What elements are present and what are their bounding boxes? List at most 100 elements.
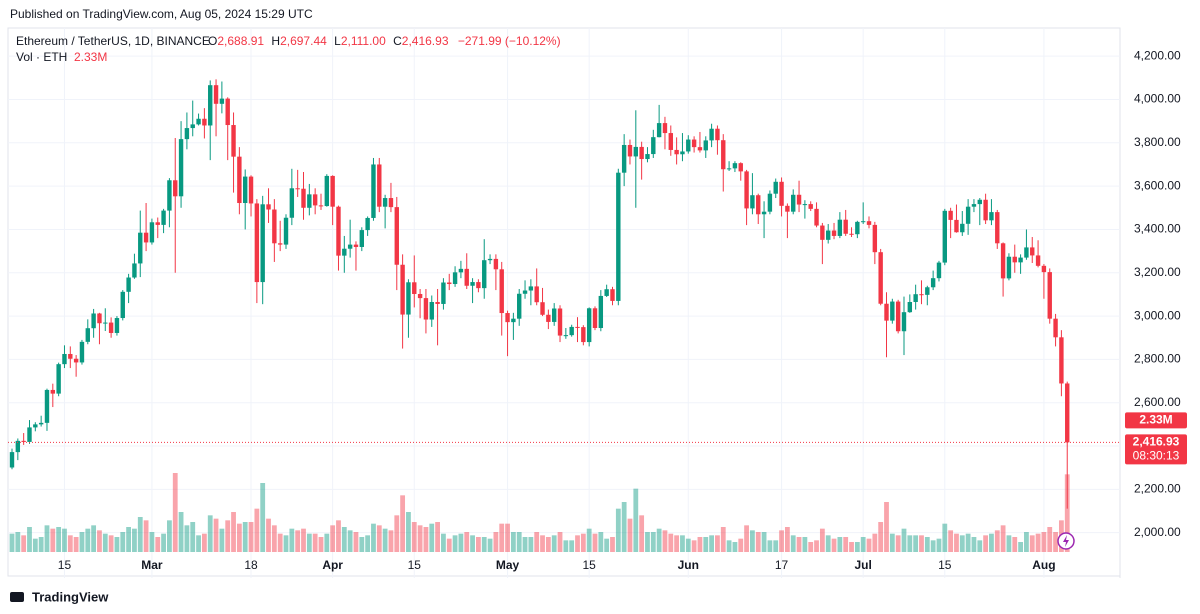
- published-note: Published on TradingView.com, Aug 05, 20…: [10, 7, 313, 21]
- volume-bar: [872, 533, 878, 552]
- candle-body: [202, 118, 207, 126]
- candle-body: [977, 199, 982, 205]
- volume-bar: [155, 537, 161, 552]
- candle-body: [301, 188, 306, 208]
- candle-body: [429, 302, 434, 320]
- volume-bar: [726, 540, 732, 552]
- countdown-label: 08:30:13: [1133, 449, 1180, 463]
- candle-body: [826, 230, 831, 240]
- volume-bar: [73, 537, 79, 552]
- volume-bar: [318, 537, 324, 552]
- volume-bar: [505, 523, 510, 552]
- volume-bar: [336, 520, 341, 552]
- candle-body: [260, 204, 265, 283]
- candle-body: [569, 326, 574, 336]
- volume-bar: [586, 528, 592, 552]
- candle-body: [266, 204, 271, 210]
- volume-bar: [610, 537, 615, 552]
- footer-brand: TradingView: [32, 589, 109, 604]
- volume-bar: [429, 523, 435, 552]
- volume-bar: [56, 527, 62, 552]
- volume-bar: [406, 512, 411, 552]
- volume-bar: [977, 540, 983, 552]
- candle-body: [213, 85, 219, 104]
- volume-bar: [662, 530, 668, 552]
- volume-bar: [446, 538, 452, 552]
- candle-body: [540, 302, 545, 315]
- candle-body: [785, 205, 790, 212]
- candle-body: [330, 175, 335, 207]
- volume-bar: [907, 535, 913, 552]
- x-tick-label: Apr: [322, 558, 343, 572]
- candle-body: [633, 146, 639, 157]
- candle-body: [575, 326, 580, 328]
- candle-body: [901, 312, 907, 332]
- volume-bar: [732, 542, 738, 552]
- candle-body: [930, 278, 936, 288]
- volume-bar: [901, 528, 907, 552]
- volume-bar: [44, 525, 50, 552]
- candle-body: [796, 194, 802, 205]
- candle-body: [960, 223, 965, 233]
- candle-body: [767, 193, 773, 212]
- candle-body: [738, 163, 743, 172]
- candle-body: [184, 128, 190, 140]
- legend-label: H: [271, 34, 280, 48]
- candle-body: [138, 232, 143, 264]
- volume-bar: [126, 527, 131, 552]
- volume-bar: [464, 532, 470, 552]
- volume-bar: [557, 532, 563, 552]
- candle-body: [464, 268, 469, 286]
- volume-bar: [510, 532, 516, 552]
- candle-body: [837, 219, 843, 236]
- candle-body: [394, 207, 399, 265]
- volume-bar: [231, 512, 236, 552]
- candle-body: [546, 314, 551, 322]
- candle-body: [435, 302, 440, 304]
- candles: [8, 79, 1120, 509]
- volume-bar: [417, 525, 423, 552]
- candle-body: [668, 133, 673, 150]
- volume-bar: [120, 532, 126, 552]
- volume-bar: [62, 528, 67, 552]
- volume-bar: [260, 483, 266, 552]
- volume-bar: [85, 528, 91, 552]
- y-tick-label: 3,600.00: [1134, 178, 1181, 192]
- x-tick-label: 15: [938, 558, 952, 572]
- volume-bar: [1041, 532, 1047, 552]
- volume-bar: [895, 535, 901, 552]
- volume-bar: [802, 537, 808, 552]
- x-tick-label: Jun: [678, 558, 699, 572]
- candle-body: [248, 176, 254, 204]
- volume-bar: [621, 502, 627, 552]
- volume-bar: [534, 532, 540, 552]
- y-tick-label: 4,200.00: [1134, 48, 1181, 62]
- volume-bar: [196, 535, 201, 552]
- volume-bar: [277, 533, 283, 552]
- candle-body: [377, 164, 382, 207]
- candle-body: [528, 286, 534, 291]
- candle-body: [709, 128, 714, 141]
- candle-body: [493, 258, 499, 270]
- volume-bar: [382, 528, 388, 552]
- volume-bar: [441, 533, 446, 552]
- candle-body: [487, 258, 493, 261]
- volume-bar: [248, 522, 254, 552]
- volume-bar: [347, 530, 353, 552]
- volume-bar: [266, 518, 271, 552]
- candle-body: [761, 211, 767, 215]
- candle-body: [196, 118, 201, 125]
- volume-bar: [149, 532, 155, 552]
- grid: [8, 28, 1120, 578]
- volume-bar: [971, 537, 977, 552]
- candle-body: [336, 206, 341, 256]
- volume-bar: [744, 525, 749, 552]
- candle-body: [680, 151, 685, 155]
- volume-bar: [219, 528, 225, 552]
- candle-body: [283, 217, 289, 245]
- volume-bar: [143, 520, 149, 552]
- volume-bar: [709, 535, 714, 552]
- candle-body: [342, 248, 347, 256]
- volume-bar: [808, 542, 814, 552]
- volume-bar: [697, 537, 703, 552]
